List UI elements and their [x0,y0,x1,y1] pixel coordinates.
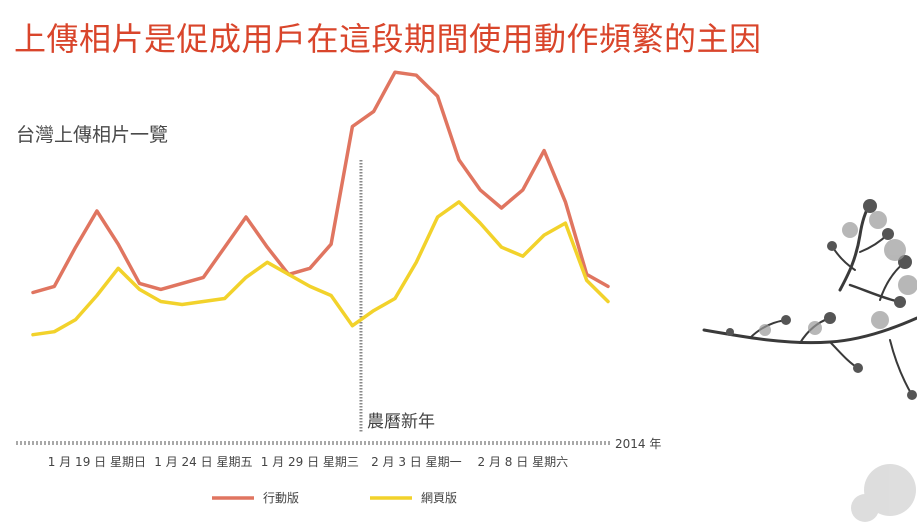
chart-axes [16,160,610,445]
x-tick-label: 1 月 24 日 星期五 [154,455,252,469]
x-tick-label: 2 月 3 日 星期一 [371,455,462,469]
annotation-label: 農曆新年 [367,412,435,432]
chart-title: 台灣上傳相片一覽 [16,124,169,146]
x-axis-year-label: 2014 年 [615,437,661,451]
legend-label-1: 行動版 [263,491,299,505]
x-tick-label: 1 月 19 日 星期日 [48,455,146,469]
chart-labels: 2014 年 1 月 19 日 星期日 1 月 24 日 星期五 1 月 29 日 星… [48,412,662,469]
chart-legend: 行動版 網頁版 [212,491,457,505]
x-tick-label: 1 月 29 日 星期三 [261,455,359,469]
series-line-2 [31,200,610,337]
series-line-1 [31,70,610,295]
x-tick-label: 2 月 8 日 星期六 [478,455,569,469]
plum-branch-illustration [702,199,917,522]
slide-title: 上傳相片是促成用戶在這段期間使用動作頻繁的主因 [14,20,762,58]
chart-series [31,70,610,337]
legend-label-2: 網頁版 [421,491,457,505]
